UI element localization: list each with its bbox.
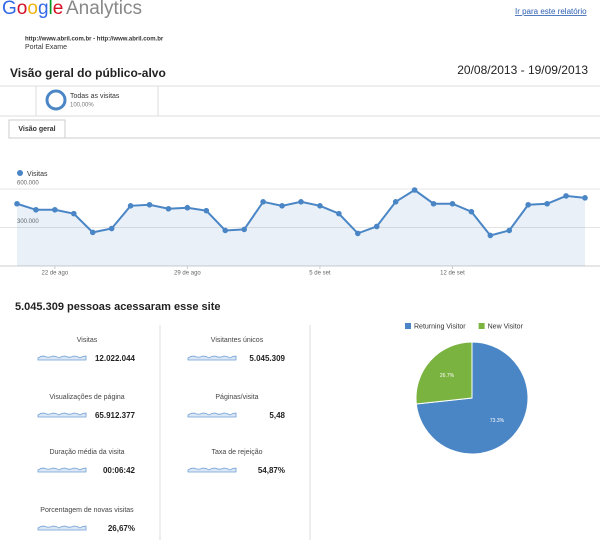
point xyxy=(582,195,588,201)
slice-label: 26.7% xyxy=(440,373,455,379)
x-tick-label: 5 de set xyxy=(309,271,331,277)
sparkline xyxy=(187,467,237,473)
point xyxy=(525,201,531,208)
point xyxy=(279,203,285,209)
point xyxy=(317,203,323,209)
segment-icon xyxy=(45,89,67,111)
point xyxy=(373,223,380,230)
point xyxy=(449,200,456,207)
metric-label: Visitas xyxy=(77,337,98,344)
report-link[interactable]: Ir para este relatório xyxy=(515,7,587,16)
point xyxy=(298,199,304,205)
metric-label: Taxa de rejeição xyxy=(212,449,263,456)
metric-label: Duração média da visita xyxy=(49,449,124,456)
point xyxy=(127,203,134,209)
metric-label: Páginas/visita xyxy=(215,394,258,401)
metric-value: 12.022.044 xyxy=(95,354,136,363)
point xyxy=(355,230,361,237)
segment-share: 100,00% xyxy=(70,103,94,109)
site-url: http://www.abril.com.br - http://www.abr… xyxy=(25,37,164,43)
tab-label[interactable]: Visão geral xyxy=(18,126,55,133)
metric-label: Visualizações de página xyxy=(49,394,124,401)
point xyxy=(411,187,418,193)
x-tick-label: 12 de set xyxy=(440,271,465,277)
metric-label: Visitantes únicos xyxy=(211,337,264,344)
point xyxy=(165,205,172,212)
sparkline xyxy=(37,412,87,418)
y-tick-label: 300.000 xyxy=(17,219,39,225)
point xyxy=(563,193,569,199)
x-tick-label: 29 de ago xyxy=(174,271,201,277)
pie-slice xyxy=(415,341,473,405)
tab[interactable] xyxy=(8,119,66,139)
point xyxy=(506,227,513,234)
metric-value: 5,48 xyxy=(269,411,285,420)
metric-label: Porcentagem de novas visitas xyxy=(40,507,134,514)
sparkline xyxy=(187,412,237,418)
site-name: Portal Exame xyxy=(25,44,67,51)
legend-label: Visitas xyxy=(27,171,48,178)
point xyxy=(468,208,475,215)
point xyxy=(33,206,39,213)
point xyxy=(71,210,77,217)
metric-value: 65.912.377 xyxy=(95,411,136,420)
point xyxy=(430,200,437,207)
area xyxy=(17,190,585,266)
point xyxy=(544,200,550,207)
metric-value: 00:06:42 xyxy=(103,466,136,475)
point xyxy=(184,204,191,211)
point xyxy=(487,232,494,239)
point xyxy=(222,227,229,234)
point xyxy=(108,225,115,232)
legend-marker xyxy=(17,170,23,176)
legend-label: Returning Visitor xyxy=(414,323,466,330)
point xyxy=(336,210,342,217)
metric-value: 5.045.309 xyxy=(249,354,285,363)
point xyxy=(392,199,399,205)
sparkline xyxy=(187,355,237,361)
point xyxy=(241,226,247,233)
metric-value: 54,87% xyxy=(258,466,285,475)
point xyxy=(260,199,266,205)
slice-label: 73.3% xyxy=(490,418,505,424)
metric-value: 26,67% xyxy=(108,524,135,533)
segment-name[interactable]: Todas as visitas xyxy=(70,93,120,100)
point xyxy=(146,201,153,208)
y-tick-label: 600.000 xyxy=(17,181,39,187)
report-title: Visão geral do público-alvo xyxy=(10,66,166,80)
legend-label: New Visitor xyxy=(488,323,524,330)
sparkline xyxy=(37,467,87,473)
x-tick-label: 22 de ago xyxy=(42,271,69,277)
point xyxy=(203,207,210,214)
legend-swatch xyxy=(478,323,485,329)
sparkline xyxy=(37,355,87,361)
date-range: 20/08/2013 - 19/09/2013 xyxy=(457,63,588,77)
legend-swatch xyxy=(405,323,411,329)
headline: 5.045.309 pessoas acessaram esse site xyxy=(15,301,221,313)
point xyxy=(14,200,20,207)
logo: Google xyxy=(2,0,63,19)
point xyxy=(89,229,96,236)
product-name: Analytics xyxy=(66,0,142,19)
point xyxy=(52,206,58,213)
sparkline xyxy=(37,525,87,531)
